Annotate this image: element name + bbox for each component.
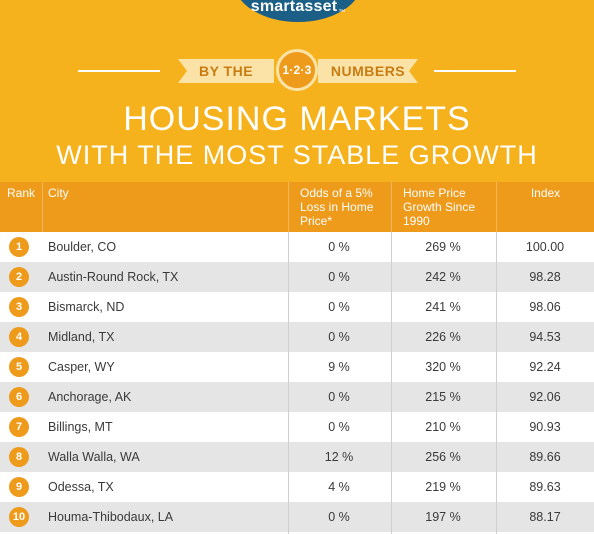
rank-badge: 3 bbox=[9, 297, 29, 317]
odds-cell: 0 % bbox=[328, 510, 350, 524]
table-row: 10 Houma-Thibodaux, LA 0 % 197 % 88.17 bbox=[0, 502, 594, 532]
growth-cell: 219 % bbox=[425, 480, 461, 494]
ribbon-numbers: NUMBERS bbox=[318, 59, 418, 83]
growth-cell: 242 % bbox=[425, 270, 461, 284]
column-header-rank: Rank bbox=[6, 186, 35, 200]
table-row: 1 Boulder, CO 0 % 269 % 100.00 bbox=[0, 232, 594, 262]
growth-cell: 210 % bbox=[425, 420, 461, 434]
growth-cell: 197 % bbox=[425, 510, 461, 524]
city-cell: Anchorage, AK bbox=[48, 390, 132, 404]
rank-badge: 5 bbox=[9, 357, 29, 377]
city-cell: Midland, TX bbox=[48, 330, 115, 344]
header-divider bbox=[391, 182, 392, 232]
table-row: 2 Austin-Round Rock, TX 0 % 242 % 98.28 bbox=[0, 262, 594, 292]
odds-cell: 4 % bbox=[328, 480, 350, 494]
column-header-growth: Home Price Growth Since 1990 bbox=[403, 186, 476, 228]
odds-cell: 12 % bbox=[324, 450, 354, 464]
header-divider bbox=[496, 182, 497, 232]
odds-cell: 0 % bbox=[328, 300, 350, 314]
city-cell: Austin-Round Rock, TX bbox=[48, 270, 179, 284]
table-body: 1 Boulder, CO 0 % 269 % 100.00 2 Austin-Round … bbox=[0, 232, 594, 534]
rank-badge: 4 bbox=[9, 327, 29, 347]
column-header-index: Index bbox=[530, 186, 561, 200]
index-cell: 92.24 bbox=[529, 360, 561, 374]
column-header-odds: Odds of a 5% Loss in Home Price* bbox=[300, 186, 374, 228]
odds-cell: 0 % bbox=[328, 390, 350, 404]
index-cell: 98.06 bbox=[529, 300, 561, 314]
odds-cell: 0 % bbox=[328, 270, 350, 284]
table-header: Rank City Odds of a 5% Loss in Home Pric… bbox=[0, 182, 594, 232]
growth-cell: 226 % bbox=[425, 330, 461, 344]
header: smartasset ™ BY THE NUMBERS 1·2·3 Housing… bbox=[0, 0, 594, 182]
trademark-mark: ™ bbox=[338, 9, 346, 16]
table-row: 7 Billings, MT 0 % 210 % 90.93 bbox=[0, 412, 594, 442]
numbers-badge: 1·2·3 bbox=[276, 49, 318, 91]
column-header-city: City bbox=[48, 186, 69, 200]
odds-cell: 0 % bbox=[328, 420, 350, 434]
brand-logo: smartasset ™ bbox=[234, 0, 362, 22]
index-cell: 90.93 bbox=[529, 420, 561, 434]
column-divider bbox=[391, 232, 392, 534]
ribbon-by-the: BY THE bbox=[178, 59, 274, 83]
table-row: 4 Midland, TX 0 % 226 % 94.53 bbox=[0, 322, 594, 352]
rank-badge: 1 bbox=[9, 237, 29, 257]
index-cell: 89.66 bbox=[529, 450, 561, 464]
city-cell: Walla Walla, WA bbox=[48, 450, 140, 464]
page-title: Housing Markets bbox=[123, 100, 471, 138]
rank-badge: 6 bbox=[9, 387, 29, 407]
header-rule-right bbox=[434, 70, 516, 72]
header-rule-left bbox=[78, 70, 160, 72]
odds-cell: 0 % bbox=[328, 240, 350, 254]
rank-badge: 10 bbox=[9, 507, 29, 527]
table-row: 5 Casper, WY 9 % 320 % 92.24 bbox=[0, 352, 594, 382]
table-row: 6 Anchorage, AK 0 % 215 % 92.06 bbox=[0, 382, 594, 412]
growth-cell: 256 % bbox=[425, 450, 461, 464]
column-divider bbox=[288, 232, 289, 534]
city-cell: Casper, WY bbox=[48, 360, 115, 374]
index-cell: 92.06 bbox=[529, 390, 561, 404]
growth-cell: 241 % bbox=[425, 300, 461, 314]
index-cell: 94.53 bbox=[529, 330, 561, 344]
rank-badge: 7 bbox=[9, 417, 29, 437]
city-cell: Bismarck, ND bbox=[48, 300, 125, 314]
index-cell: 88.17 bbox=[529, 510, 561, 524]
table-row: 3 Bismarck, ND 0 % 241 % 98.06 bbox=[0, 292, 594, 322]
rank-badge: 8 bbox=[9, 447, 29, 467]
growth-cell: 320 % bbox=[425, 360, 461, 374]
column-divider bbox=[496, 232, 497, 534]
rank-badge: 2 bbox=[9, 267, 29, 287]
city-cell: Houma-Thibodaux, LA bbox=[48, 510, 174, 524]
odds-cell: 9 % bbox=[328, 360, 350, 374]
rank-badge: 9 bbox=[9, 477, 29, 497]
page-subtitle: With the Most Stable Growth bbox=[56, 140, 538, 170]
table-row: 9 Odessa, TX 4 % 219 % 89.63 bbox=[0, 472, 594, 502]
city-cell: Billings, MT bbox=[48, 420, 113, 434]
odds-cell: 0 % bbox=[328, 330, 350, 344]
index-cell: 100.00 bbox=[525, 240, 565, 254]
table-row: 8 Walla Walla, WA 12 % 256 % 89.66 bbox=[0, 442, 594, 472]
index-cell: 89.63 bbox=[529, 480, 561, 494]
brand-name: smartasset bbox=[250, 0, 338, 15]
header-divider bbox=[288, 182, 289, 232]
city-cell: Boulder, CO bbox=[48, 240, 117, 254]
index-cell: 98.28 bbox=[529, 270, 561, 284]
growth-cell: 215 % bbox=[425, 390, 461, 404]
city-cell: Odessa, TX bbox=[48, 480, 114, 494]
header-divider bbox=[42, 182, 43, 232]
growth-cell: 269 % bbox=[425, 240, 461, 254]
